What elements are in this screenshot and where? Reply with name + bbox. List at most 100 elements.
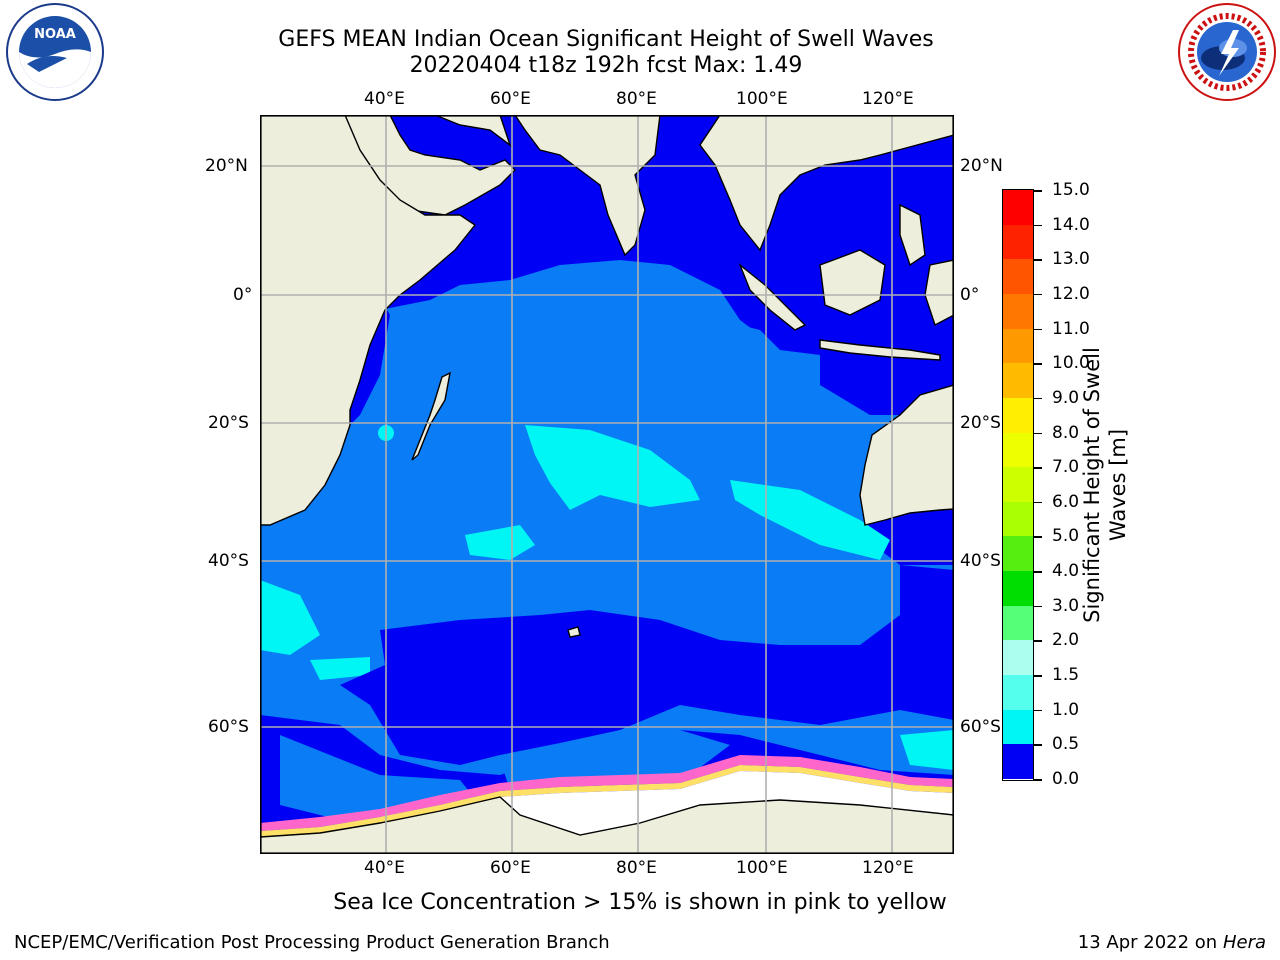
colorbar-tick-label: 14.0 <box>1052 214 1090 235</box>
colorbar-tick <box>1034 779 1042 781</box>
colorbar-swatch <box>1003 675 1033 711</box>
gridlines <box>260 115 954 854</box>
colorbar-tick <box>1034 675 1042 677</box>
colorbar-tick <box>1034 224 1042 227</box>
colorbar-tick-label: 5.0 <box>1052 526 1080 547</box>
footer-machine: Hera <box>1222 932 1266 953</box>
colorbar-swatch <box>1003 571 1033 607</box>
colorbar-swatch <box>1003 432 1033 468</box>
ocean-swell-0-0-to-0-5-south <box>340 565 954 765</box>
colorbar-tick-label: 9.0 <box>1052 387 1080 408</box>
colorbar-swatch <box>1003 190 1033 226</box>
colorbar-title-line2: Waves [m] <box>1106 428 1130 542</box>
sea-ice-caption: Sea Ice Concentration > 15% is shown in … <box>333 890 947 915</box>
colorbar-tick <box>1034 536 1042 538</box>
colorbar-tick <box>1034 432 1042 435</box>
ocean-swell-0-0-to-0-5-north <box>360 115 954 415</box>
colorbar-swatch <box>1003 467 1033 503</box>
swell-height-map <box>260 115 955 855</box>
colorbar-tick-label: 11.0 <box>1052 318 1090 339</box>
colorbar-tick-label: 13.0 <box>1052 249 1090 270</box>
colorbar-swatch <box>1003 501 1033 537</box>
colorbar-tick <box>1034 640 1042 642</box>
colorbar-tick <box>1034 571 1042 573</box>
colorbar-tick-label: 0.0 <box>1052 769 1080 789</box>
lon-tick-top-80e: 80°E <box>616 89 657 109</box>
colorbar-tick-label: 8.0 <box>1052 422 1080 443</box>
national-weather-service-logo-icon <box>1177 2 1277 102</box>
footer-date: 13 Apr 2022 on Hera <box>1078 932 1266 953</box>
lon-tick-bottom-100e: 100°E <box>736 858 788 878</box>
lon-tick-top-40e: 40°E <box>364 89 405 109</box>
lat-tick-right-20s: 20°S <box>960 413 1001 433</box>
colorbar-tick <box>1034 259 1042 261</box>
colorbar-tick <box>1034 397 1042 400</box>
map-frame <box>260 115 955 855</box>
lon-tick-bottom-40e: 40°E <box>364 858 405 878</box>
lat-tick-right-60s: 60°S <box>960 717 1001 737</box>
ocean-swell-1-0-to-1-5-east <box>730 480 890 560</box>
colorbar-tick-label: 10.0 <box>1052 353 1090 374</box>
colorbar-title-line1: Significant Height of Swell <box>1080 347 1104 623</box>
lat-tick-right-40s: 40°S <box>960 551 1001 571</box>
footer-branch: NCEP/EMC/Verification Post Processing Pr… <box>14 932 610 953</box>
colorbar-tick-label: 12.0 <box>1052 283 1090 304</box>
colorbar-tick <box>1034 328 1042 331</box>
colorbar <box>1002 189 1034 781</box>
colorbar-tick <box>1034 744 1042 746</box>
map-subtitle: 20220404 t18z 192h fcst Max: 1.49 <box>409 53 803 78</box>
ocean-swell-0-5-to-1-0-bay <box>620 290 820 415</box>
colorbar-tick <box>1034 293 1042 296</box>
colorbar-tick <box>1034 709 1042 712</box>
ocean-swell-1-0-to-1-5-far-west <box>260 580 320 655</box>
lon-tick-top-120e: 120°E <box>862 89 914 109</box>
colorbar-tick <box>1034 190 1042 192</box>
colorbar-tick-label: 4.0 <box>1052 561 1080 582</box>
lat-tick-right-20n: 20°N <box>960 156 1003 176</box>
colorbar-tick-label: 2.0 <box>1052 630 1080 651</box>
colorbar-tick <box>1034 363 1042 365</box>
colorbar-swatch <box>1003 224 1033 260</box>
footer-date-text: 13 Apr 2022 on <box>1077 932 1223 953</box>
colorbar-swatch <box>1003 259 1033 295</box>
ocean-swell-1-0-to-1-5-south-east <box>900 730 954 770</box>
colorbar-labels: 15.0 14.0 13.0 12.0 11.0 10.0 9.0 8.0 7.0 6.0 5.0 4… <box>1034 180 1118 790</box>
map-title: GEFS MEAN Indian Ocean Significant Heigh… <box>278 27 934 52</box>
lon-tick-top-60e: 60°E <box>490 89 531 109</box>
ocean-swell-1-0-to-1-5-south <box>310 657 370 680</box>
colorbar-swatch <box>1003 709 1033 745</box>
lon-tick-bottom-120e: 120°E <box>862 858 914 878</box>
ocean-swell-1-0-to-1-5-south-west <box>465 525 535 560</box>
colorbar-tick-label: 15.0 <box>1052 180 1090 200</box>
colorbar-tick-label: 1.5 <box>1052 665 1080 686</box>
lat-tick-left-0: 0° <box>233 285 253 305</box>
colorbar-tick <box>1034 501 1042 504</box>
lat-tick-left-40s: 40°S <box>208 551 249 571</box>
colorbar-swatch <box>1003 744 1033 780</box>
noaa-logo-text: NOAA <box>34 27 76 42</box>
ocean-swell-1-0-to-1-5-central <box>525 425 700 510</box>
lat-tick-left-20n: 20°N <box>205 156 248 176</box>
colorbar-swatch <box>1003 605 1033 641</box>
colorbar-tick-label: 1.0 <box>1052 699 1080 720</box>
colorbar-swatch <box>1003 328 1033 364</box>
colorbar-swatch <box>1003 293 1033 330</box>
lat-tick-left-20s: 20°S <box>208 413 249 433</box>
lon-tick-top-100e: 100°E <box>736 89 788 109</box>
colorbar-swatch <box>1003 536 1033 572</box>
colorbar-title: Significant Height of Swell Waves [m] <box>1079 285 1131 685</box>
colorbar-tick <box>1034 605 1042 608</box>
sea-ice-edge-yellow <box>260 765 954 837</box>
colorbar-swatch <box>1003 640 1033 676</box>
colorbar-tick-label: 0.5 <box>1052 734 1080 755</box>
lon-tick-bottom-80e: 80°E <box>616 858 657 878</box>
colorbar-tick-label: 6.0 <box>1052 491 1080 512</box>
colorbar-swatch <box>1003 363 1033 399</box>
sea-ice-edge-pink <box>260 755 954 831</box>
noaa-logo-icon: NOAA <box>5 2 105 102</box>
colorbar-swatch <box>1003 397 1033 434</box>
lat-tick-left-60s: 60°S <box>208 717 249 737</box>
lon-tick-bottom-60e: 60°E <box>490 858 531 878</box>
lat-tick-right-0: 0° <box>960 285 980 305</box>
colorbar-tick <box>1034 467 1042 469</box>
